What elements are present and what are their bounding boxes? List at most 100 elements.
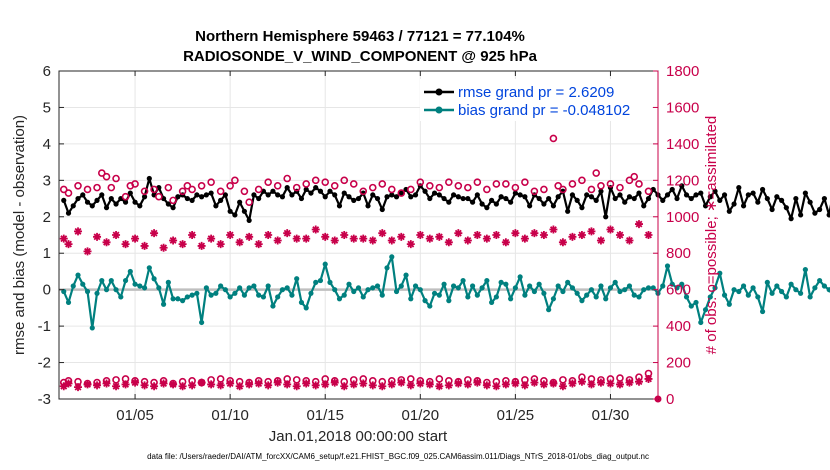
obs-assimilated-marker [416,231,425,239]
data-point [194,192,200,198]
data-point [788,281,794,287]
obs-possible-marker [606,180,615,188]
obs-assimilated-marker [387,380,396,389]
ticks: 01/05 01/10 01/15 01/20 01/25 01/30 -3 -2 -1 0 1 2 3… [38,63,700,424]
data-point [99,277,105,284]
series-layer [59,134,830,403]
data-point [327,188,333,194]
obs-possible-marker [102,172,111,181]
obs-assimilated-marker [454,229,463,238]
data-point [332,287,338,293]
y-tick-label-left: -1 [38,318,51,335]
obs-possible-marker [378,180,387,188]
obs-assimilated-marker [625,236,634,245]
data-point [446,199,452,205]
obs-assimilated-marker [311,225,320,234]
x-tick-label: 01/25 [497,407,535,424]
data-point [332,192,338,198]
obs-assimilated-marker [435,382,444,391]
x-tick-label: 01/15 [306,407,344,424]
data-point [736,185,742,191]
obs-assimilated-marker [264,381,273,390]
obs-possible-marker [559,185,567,194]
obs-possible-marker [587,185,596,194]
obs-possible-marker [502,180,510,188]
obs-possible-marker [445,178,453,186]
data-point [441,281,447,287]
obs-assimilated-marker [568,379,577,388]
data-point [213,290,219,296]
data-point [403,272,409,278]
data-point [289,292,295,298]
data-point [374,283,381,289]
data-point [284,185,290,191]
y-tick-label-left: -2 [38,355,51,372]
obs-possible-marker [368,183,377,192]
data-point [113,201,119,207]
obs-possible-marker [97,169,106,177]
obs-assimilated-marker [178,240,187,249]
y-tick-label-right: 1600 [666,99,699,116]
series-3 [59,220,653,256]
data-point [374,195,381,202]
obs-assimilated-marker [102,379,111,388]
obs-assimilated-marker [235,238,244,247]
data-point [422,188,428,194]
obs-assimilated-marker [577,231,586,239]
data-point [584,192,590,198]
obs-assimilated-marker [435,232,444,241]
data-point [146,175,152,182]
obs-assimilated-marker [397,378,406,387]
data-point [122,199,129,205]
data-point [132,281,138,287]
obs-possible-marker [311,176,320,185]
data-point [484,277,490,284]
obs-assimilated-marker [102,238,111,247]
data-point [341,292,347,298]
data-point [489,299,495,306]
obs-possible-marker [226,182,234,190]
data-point [218,197,224,203]
data-point [750,190,756,196]
obs-assimilated-marker [501,380,510,389]
obs-assimilated-marker [64,240,73,249]
obs-possible-marker [397,189,406,197]
data-point [165,201,171,207]
obs-assimilated-marker [530,229,539,238]
data-point [341,190,347,196]
data-point [70,203,76,209]
data-point [279,287,286,293]
data-point [365,203,371,209]
data-point [779,288,785,295]
data-point [626,194,633,200]
data-point [603,214,609,220]
data-point [327,279,333,285]
obs-possible-marker [264,178,272,186]
data-point [175,296,181,302]
data-point [103,287,110,293]
data-point [550,296,557,302]
data-point [317,188,324,194]
data-point [175,194,181,200]
obs-assimilated-marker [216,381,225,390]
data-point [270,303,276,309]
obs-assimilated-marker [359,379,368,388]
data-point [626,283,633,289]
chart-title-line1: Northern Hemisphere 59463 / 77121 = 77.1… [195,28,525,45]
y-tick-label-right: 800 [666,245,691,262]
data-point [137,283,143,289]
data-point [232,212,238,218]
data-point [203,285,209,291]
obs-assimilated-marker [178,382,187,391]
data-point [146,265,152,271]
data-point [398,283,404,289]
data-point [726,208,732,214]
data-point [740,203,747,209]
data-point [103,205,110,211]
data-point [322,261,328,267]
data-point [227,208,233,214]
data-point [702,307,709,313]
data-point [598,283,604,289]
data-point [569,285,576,291]
data-point [769,290,775,296]
